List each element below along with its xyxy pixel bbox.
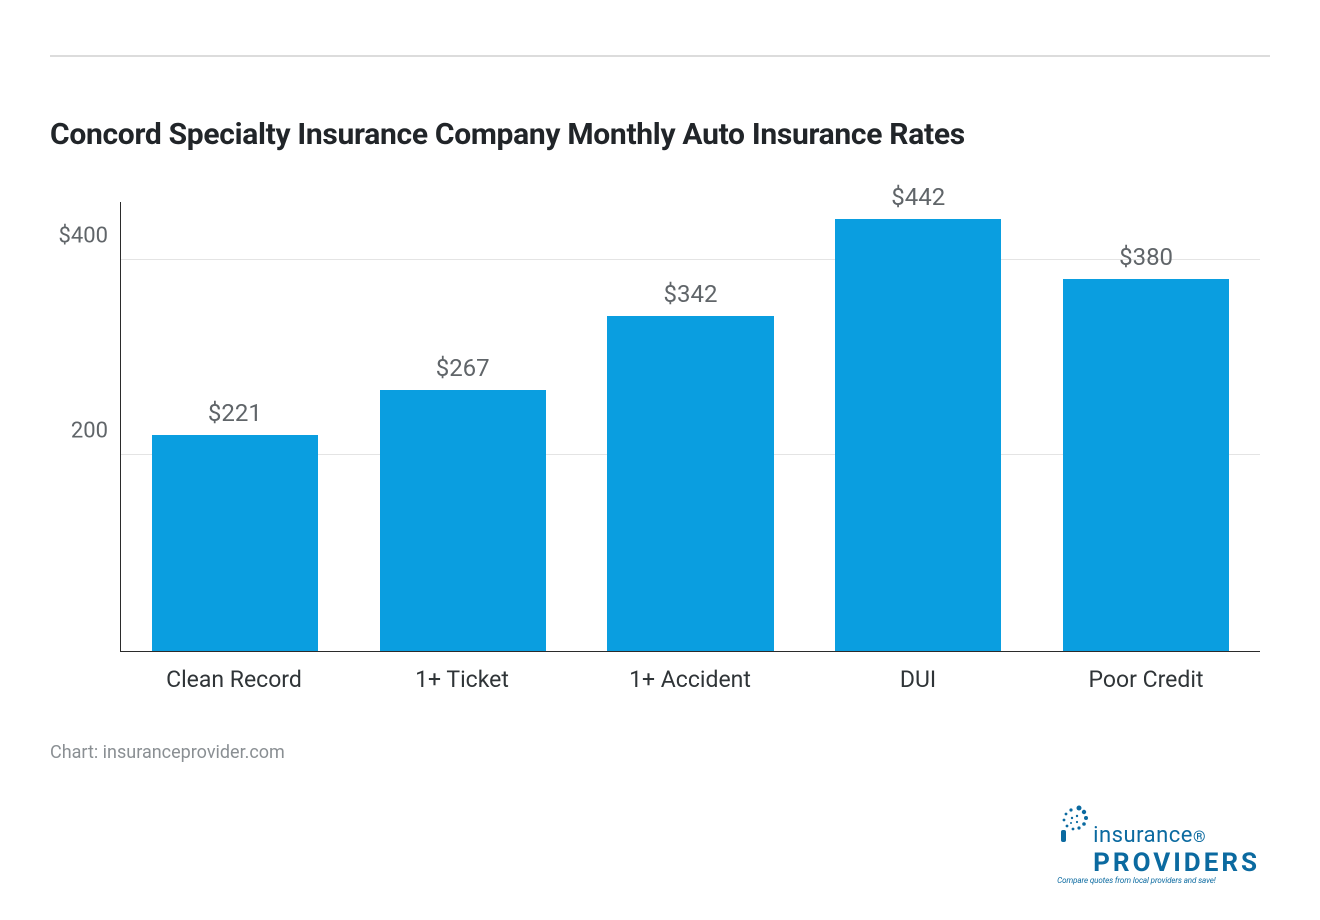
x-axis-label: 1+ Ticket [348,652,576,702]
brand-swirl-icon [1057,804,1091,842]
bar-slot: $221 [121,202,349,651]
bar-value-label: $267 [436,354,490,382]
chart-title: Concord Specialty Insurance Company Mont… [50,117,1270,152]
bar-value-label: $342 [664,280,718,308]
x-axis-label: Clean Record [120,652,348,702]
bar-chart: 200 $400 $221 $267 $342 $44 [50,202,1270,702]
bar-value-label: $221 [208,399,262,427]
x-axis-label: DUI [804,652,1032,702]
top-divider [50,55,1270,57]
bar-slot: $442 [804,202,1032,651]
bar-slot: $267 [349,202,577,651]
brand-logo: insurance® PROVIDERS Compare quotes from… [1057,804,1260,885]
x-axis-label: 1+ Accident [576,652,804,702]
bar [1063,279,1229,651]
x-axis-label: Poor Credit [1032,652,1260,702]
bar-value-label: $380 [1119,243,1173,271]
y-tick-label: 200 [71,419,108,444]
y-tick-label: $400 [59,223,108,248]
plot-area: $221 $267 $342 $442 $380 [120,202,1260,652]
brand-reg-mark: ® [1193,827,1206,846]
bar [607,316,773,651]
chart-credit: Chart: insuranceprovider.com [50,742,1270,763]
brand-word-providers: PROVIDERS [1093,848,1260,878]
bars-container: $221 $267 $342 $442 $380 [121,202,1260,651]
bar [380,390,546,651]
bar-slot: $380 [1032,202,1260,651]
x-axis-labels: Clean Record 1+ Ticket 1+ Accident DUI P… [120,652,1260,702]
bar [835,219,1001,651]
brand-word-insurance: insurance [1093,823,1193,848]
bar-value-label: $442 [891,183,945,211]
bar-slot: $342 [577,202,805,651]
y-axis: 200 $400 [50,202,120,652]
bar [152,435,318,651]
